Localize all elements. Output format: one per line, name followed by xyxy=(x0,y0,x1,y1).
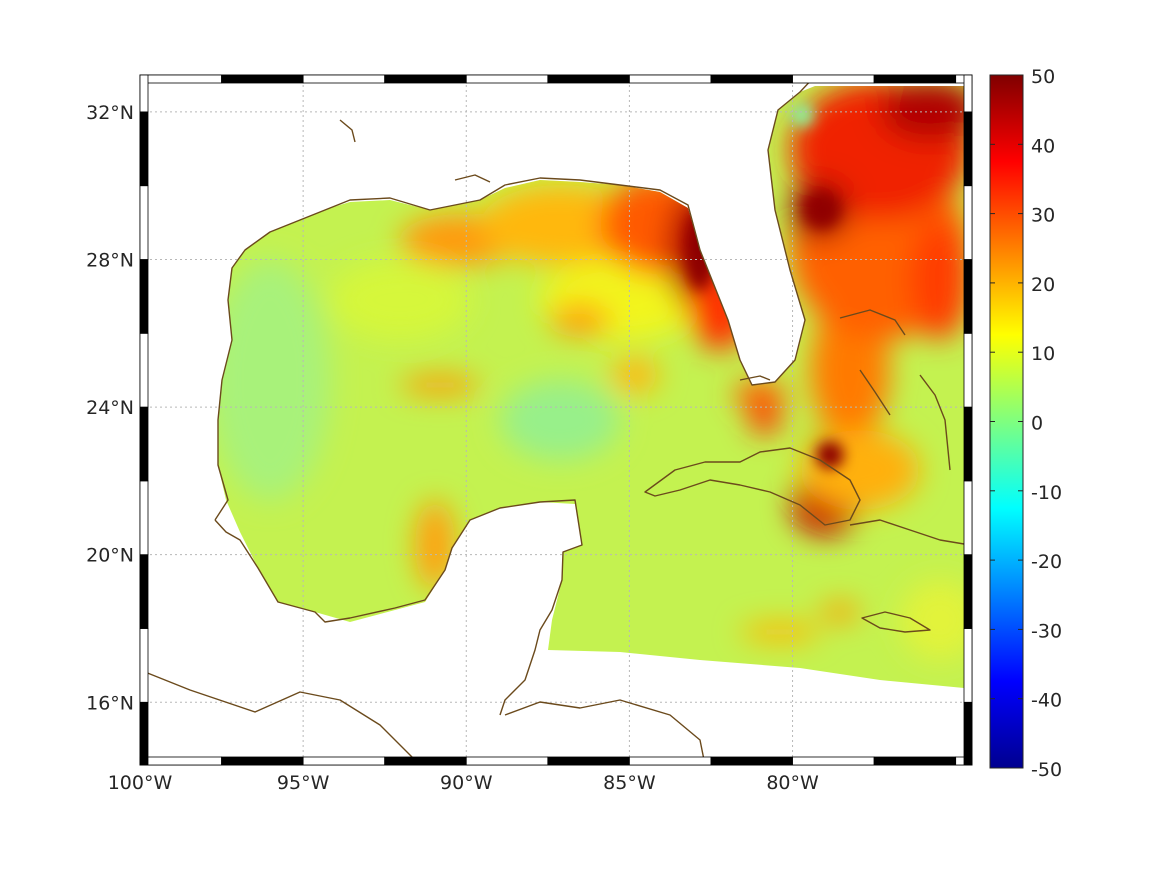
colorbar-label-20: 20 xyxy=(1031,274,1055,296)
lon-tick-label-95w: 95°W xyxy=(277,772,330,794)
frame-segment-right xyxy=(963,628,973,703)
frame-segment-top xyxy=(629,74,712,84)
frame-segment-top xyxy=(873,74,957,84)
frame-segment-top xyxy=(139,74,222,84)
frame-segment-bottom xyxy=(547,756,630,766)
lat-tick-label-20n: 20°N xyxy=(86,545,134,567)
frame-segment-left xyxy=(139,332,149,408)
frame-segment-left xyxy=(139,554,149,629)
frame-segment-left xyxy=(139,259,149,334)
frame-segment-bottom xyxy=(465,756,549,766)
frame-segment-left xyxy=(139,111,149,187)
frame-segment-right xyxy=(963,701,973,766)
frame-segment-left xyxy=(139,185,149,260)
lat-tick-label-16n: 16°N xyxy=(86,692,134,714)
colorbar-label-40: 40 xyxy=(1031,135,1055,157)
frame-segment-bottom xyxy=(302,756,386,766)
frame-segment-top xyxy=(547,74,630,84)
lat-tick-label-32n: 32°N xyxy=(86,102,134,124)
frame-segment-bottom xyxy=(221,756,304,766)
frame-segment-bottom xyxy=(384,756,467,766)
frame-segment-left xyxy=(139,74,149,113)
frame-segment-right xyxy=(963,406,973,482)
frame-segment-right xyxy=(963,111,973,187)
map-frame-border xyxy=(139,74,973,766)
coastlines xyxy=(139,75,971,766)
frame-segment-bottom xyxy=(710,756,793,766)
colorbar-ticks xyxy=(990,74,1023,769)
colorbar-label-10: 10 xyxy=(1031,343,1055,365)
colorbar-label-0: 0 xyxy=(1031,413,1043,435)
colorbar: 50 40 30 20 10 0 -10 -20 -30 -40 -50 xyxy=(989,66,1062,781)
lon-tick-label-85w: 85°W xyxy=(603,772,656,794)
colorbar-gradient xyxy=(989,74,1024,769)
frame-segment-top xyxy=(465,74,549,84)
frame-segment-top xyxy=(302,74,386,84)
frame-segment-top xyxy=(792,74,875,84)
frame-segment-top xyxy=(384,74,467,84)
colorbar-label-50: 50 xyxy=(1031,66,1055,88)
frame-segment-left xyxy=(139,701,149,766)
frame-segment-right xyxy=(963,332,973,408)
frame-segment-right xyxy=(963,259,973,334)
frame-segment-top xyxy=(221,74,304,84)
colorbar-label-neg40: -40 xyxy=(1031,690,1062,712)
longitude-axis-labels: 100°W 95°W 90°W 85°W 80°W xyxy=(108,772,819,794)
colorbar-label-neg20: -20 xyxy=(1031,551,1062,573)
frame-segment-right xyxy=(963,74,973,113)
colorbar-labels: 50 40 30 20 10 0 -10 -20 -30 -40 -50 xyxy=(1031,66,1062,781)
frame-segment-left xyxy=(139,406,149,482)
lon-tick-label-90w: 90°W xyxy=(440,772,493,794)
frame-segment-right xyxy=(963,185,973,260)
frame-segment-bottom xyxy=(873,756,957,766)
colorbar-label-neg10: -10 xyxy=(1031,482,1062,504)
frame-segment-top xyxy=(710,74,793,84)
colorbar-label-neg30: -30 xyxy=(1031,620,1062,642)
colorbar-label-neg50: -50 xyxy=(1031,759,1062,781)
lon-tick-label-100w: 100°W xyxy=(108,772,173,794)
frame-segment-left xyxy=(139,628,149,703)
colorbar-label-30: 30 xyxy=(1031,205,1055,227)
lat-tick-label-24n: 24°N xyxy=(86,397,134,419)
frame-segment-left xyxy=(139,480,149,556)
latitude-axis-labels: 32°N 28°N 24°N 20°N 16°N xyxy=(86,102,134,714)
frame-segment-bottom xyxy=(139,756,222,766)
lon-tick-label-80w: 80°W xyxy=(766,772,819,794)
frame-segment-bottom xyxy=(792,756,875,766)
frame-segment-right xyxy=(963,480,973,556)
frame-segment-right xyxy=(963,554,973,629)
lat-tick-label-28n: 28°N xyxy=(86,249,134,271)
frame-segment-bottom xyxy=(629,756,712,766)
